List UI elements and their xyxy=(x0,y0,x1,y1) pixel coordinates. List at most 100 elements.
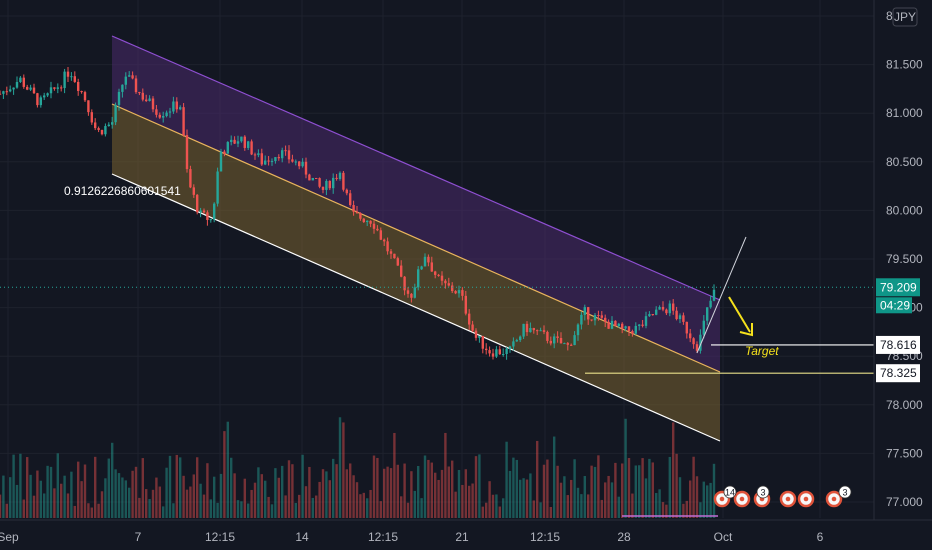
volume-bar xyxy=(192,474,195,518)
volume-bar xyxy=(216,502,219,518)
time-axis[interactable]: Sep 7 12:15 14 12:15 21 12:15 28 Oct 6 xyxy=(0,519,932,544)
candle-body xyxy=(53,87,56,89)
candle-body xyxy=(651,314,654,316)
candle-body xyxy=(223,151,226,154)
candle-body xyxy=(56,87,59,89)
event-count-label: 3 xyxy=(842,488,847,498)
current-price-tag[interactable]: 79.209 xyxy=(876,278,920,297)
candle-body xyxy=(131,75,134,79)
candle-body xyxy=(488,350,491,354)
volume-bar xyxy=(553,436,556,518)
volume-bar xyxy=(270,504,274,518)
volume-bar xyxy=(570,479,573,518)
volume-bar xyxy=(9,477,12,518)
candle-body xyxy=(658,306,661,310)
candle-body xyxy=(655,309,658,315)
candle-body xyxy=(590,319,593,321)
volume-bar xyxy=(604,482,607,518)
volume-bar xyxy=(573,459,576,518)
volume-bar xyxy=(590,465,593,518)
price-axis[interactable]: 77.00077.50078.00078.50079.00079.50080.0… xyxy=(873,0,923,520)
volume-bar xyxy=(46,465,49,518)
event-count-label: 14 xyxy=(725,488,735,498)
volume-bars xyxy=(0,417,716,518)
candle-body xyxy=(213,203,216,220)
candle-body xyxy=(22,77,25,87)
volume-bar xyxy=(457,469,461,518)
candle-body xyxy=(325,180,328,190)
candle-body xyxy=(247,141,250,148)
candle-body xyxy=(281,150,284,159)
regression-channel[interactable] xyxy=(111,35,721,442)
volume-bar xyxy=(94,456,97,518)
candle-body xyxy=(287,150,291,160)
candle-body xyxy=(379,230,382,240)
fib-value-label[interactable]: 0.9126226860601541 xyxy=(64,184,181,198)
currency-badge[interactable]: JPY xyxy=(892,7,918,27)
candle-body xyxy=(532,327,535,331)
target-label[interactable]: Target xyxy=(745,344,779,358)
support-level-tag-label: 78.325 xyxy=(880,366,917,380)
volume-bar xyxy=(658,489,661,518)
volume-bar xyxy=(706,485,709,518)
candle-body xyxy=(168,111,172,113)
candle-body xyxy=(413,287,416,298)
volume-bar xyxy=(151,489,155,518)
volume-bar xyxy=(559,482,563,518)
event-marker-dot xyxy=(803,496,809,502)
support-level-tag[interactable]: 78.325 xyxy=(876,364,920,383)
target-level-tag[interactable]: 78.616 xyxy=(876,335,920,354)
volume-bar xyxy=(525,479,529,518)
volume-bar xyxy=(709,482,712,518)
candle-body xyxy=(529,327,532,333)
volume-bar xyxy=(107,458,110,518)
event-markers[interactable]: 14 3 3 xyxy=(713,485,852,508)
candle-body xyxy=(128,75,131,77)
candle-body xyxy=(2,91,5,94)
candle-body xyxy=(328,180,331,189)
event-count-label: 3 xyxy=(760,488,765,498)
volume-bar xyxy=(406,502,410,518)
candle-body xyxy=(519,336,522,341)
candle-body xyxy=(406,290,410,294)
x-tick-label: 14 xyxy=(295,530,309,544)
volume-bar xyxy=(403,463,406,518)
volume-bar xyxy=(454,491,457,518)
volume-bar xyxy=(168,455,172,518)
trend-ray[interactable] xyxy=(696,236,747,354)
channel-upper-line[interactable] xyxy=(111,35,721,301)
volume-bar xyxy=(437,479,440,518)
candle-body xyxy=(423,256,427,267)
candle-body xyxy=(661,306,665,310)
volume-bar xyxy=(53,488,56,518)
candle-body xyxy=(403,276,406,291)
volume-bar xyxy=(175,454,178,518)
volume-bar xyxy=(5,503,8,518)
volume-bar xyxy=(355,482,359,518)
volume-bar xyxy=(563,476,566,518)
volume-bar xyxy=(321,469,325,518)
candle-body xyxy=(90,112,93,123)
volume-bar xyxy=(400,496,403,518)
volume-bar xyxy=(386,466,389,518)
event-count-badge xyxy=(838,485,852,499)
candle-body xyxy=(117,91,121,105)
candle-body xyxy=(434,271,437,275)
candle-body xyxy=(148,98,151,102)
volume-bar xyxy=(396,464,399,518)
candle-body xyxy=(641,324,644,326)
drawings[interactable]: Target 0.9126226860601541 xyxy=(0,184,874,517)
volume-bar xyxy=(121,477,124,518)
volume-bar xyxy=(114,469,117,518)
candle-body xyxy=(107,124,110,127)
x-tick-label: Sep xyxy=(0,530,19,544)
volume-bar xyxy=(376,457,379,518)
candle-body xyxy=(638,324,641,326)
candle-body xyxy=(87,100,90,113)
candle-body xyxy=(372,223,376,229)
candle-body xyxy=(648,314,651,317)
y-tick-label: 81.500 xyxy=(886,58,923,72)
volume-bar xyxy=(498,506,501,518)
candle-body xyxy=(240,136,243,142)
